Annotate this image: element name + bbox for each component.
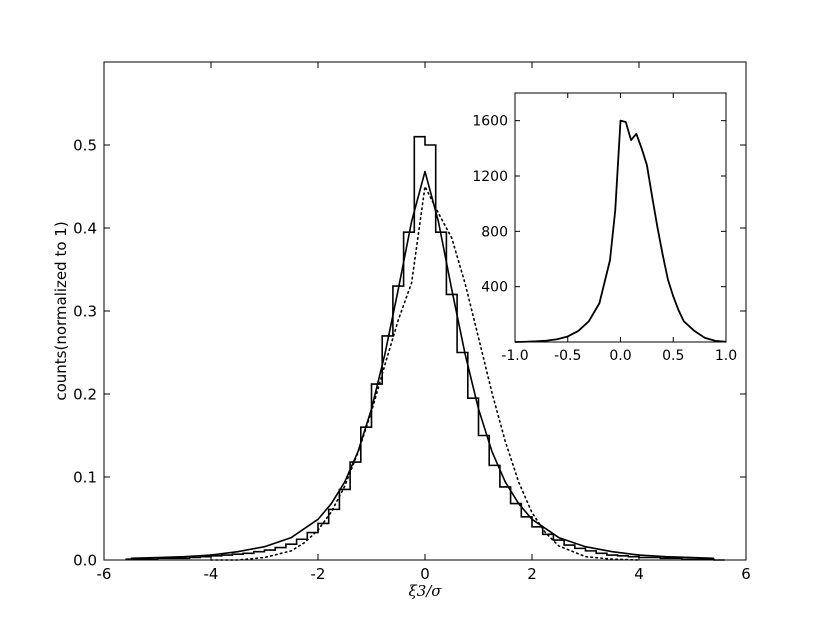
main-ticks: -6 -4 -2 0 2 4 6 0.0 0.1 0.2 0.3 0.4 0.5 [73, 62, 751, 583]
inset-xtick-label: -0.5 [554, 348, 581, 364]
main-xtick-label: -6 [97, 565, 112, 583]
inset-ytick-label: 800 [481, 224, 508, 240]
histogram-series [125, 135, 725, 561]
inset-ticks: -1.0 -0.5 0.0 0.5 1.0 400 800 1200 1600 [472, 93, 737, 364]
main-xtick-label: 6 [741, 565, 751, 583]
main-xtick-label: 2 [527, 565, 537, 583]
main-ytick-label: 0.4 [73, 219, 97, 237]
main-xtick-label: -2 [311, 565, 326, 583]
main-ytick-label: 0.3 [73, 302, 97, 320]
main-ytick-label: 0.0 [73, 551, 97, 569]
main-xtick-label: -4 [204, 565, 219, 583]
inset-xtick-label: 0.5 [662, 348, 684, 364]
main-xlabel: ξ3/σ [408, 582, 442, 600]
main-xtick-label: 4 [634, 565, 644, 583]
inset-ytick-label: 400 [481, 280, 508, 296]
main-series [125, 135, 725, 561]
main-xtick-label: 0 [420, 565, 430, 583]
main-ytick-label: 0.2 [73, 385, 97, 403]
inset-ytick-label: 1200 [472, 169, 508, 185]
main-ytick-label: 0.5 [73, 136, 97, 154]
main-ylabel: counts(normalized to 1) [52, 221, 70, 400]
inset-xtick-label: 0.0 [609, 348, 631, 364]
main-ytick-label: 0.1 [73, 468, 97, 486]
inset-ytick-label: 1600 [472, 114, 508, 130]
inset-series [514, 119, 727, 343]
inset-curve-series [514, 119, 727, 343]
inset-xtick-label: 1.0 [715, 348, 737, 364]
solid-curve-series [130, 170, 714, 560]
inset-xtick-label: -1.0 [501, 348, 528, 364]
